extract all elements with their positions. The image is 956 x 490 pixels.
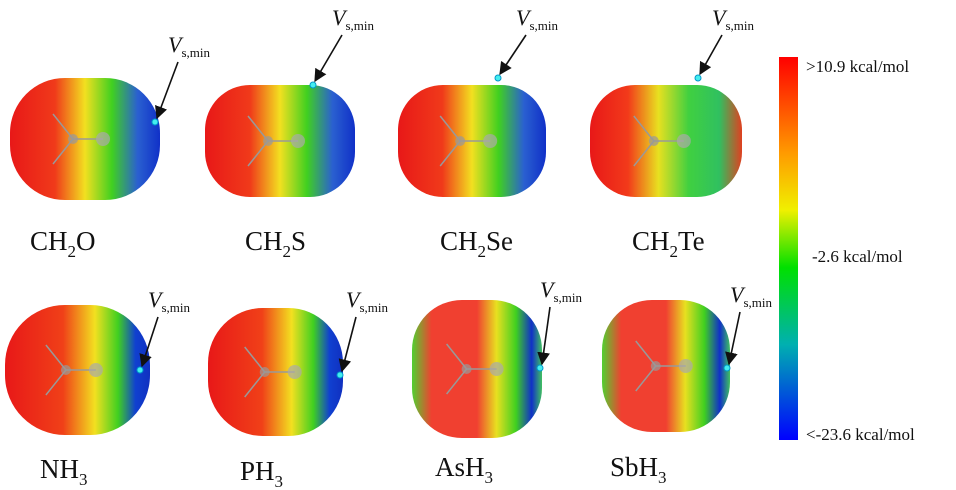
colorbar [779,57,798,440]
molecule: CH2O Vs,min [10,32,210,261]
formula-part: NH [40,454,79,484]
colorbar-top-label: >10.9 kcal/mol [806,57,909,76]
vs-min-annotation: Vs,min [516,5,558,33]
subscript: s,min [359,300,388,315]
atom [455,136,465,146]
molecule: AsH3 Vs,min [412,277,582,487]
arrow [500,35,526,74]
molecule-label: CH2O [30,226,96,261]
subscript: 3 [658,468,667,487]
vs-min-point [310,82,316,88]
atom [462,364,472,374]
molecule-label: AsH3 [435,452,493,487]
colorbar-bottom-label: <-23.6 kcal/mol [806,425,915,444]
subscript: 2 [68,242,77,261]
vs-min-annotation: Vs,min [346,287,388,315]
molecule-label: NH3 [40,454,88,489]
formula-part: S [291,226,306,256]
atom [288,365,302,379]
molecule-label: SbH3 [610,452,667,487]
vs-min-point [724,365,730,371]
subscript: s,min [161,300,190,315]
subscript: s,min [553,290,582,305]
subscript: 2 [283,242,292,261]
vs-min-point [152,119,158,125]
formula-part: AsH [435,452,485,482]
molecule-label: PH3 [240,456,283,490]
atom [679,359,693,373]
subscript: s,min [529,18,558,33]
subscript: 2 [670,242,679,261]
subscript: s,min [181,45,210,60]
formula-part: SbH [610,452,658,482]
atom [68,134,78,144]
subscript: s,min [725,18,754,33]
atom [490,362,504,376]
atom [483,134,497,148]
atom [263,136,273,146]
arrow [729,312,740,364]
molecule-label: CH2Te [632,226,705,261]
arrow [542,307,550,364]
formula-part: Te [678,226,705,256]
atom [96,132,110,146]
molecule-label: CH2Se [440,226,513,261]
subscript: s,min [743,295,772,310]
vs-min-annotation: Vs,min [148,287,190,315]
atom [649,136,659,146]
vs-min-point [537,365,543,371]
subscript: 3 [275,472,284,490]
formula-part: CH [30,226,68,256]
molecule: NH3 Vs,min [5,287,190,489]
molecule-label: CH2S [245,226,306,261]
subscript: 2 [478,242,487,261]
page: {"molecules": [ {"label": ["CH", "2", "O… [0,0,956,490]
subscript: s,min [345,18,374,33]
molecule: CH2S Vs,min [205,5,374,261]
atom [651,361,661,371]
arrow [157,62,178,118]
vs-min-annotation: Vs,min [168,32,210,60]
formula-part: O [76,226,96,256]
vs-min-annotation: Vs,min [730,282,772,310]
atom [89,363,103,377]
vs-min-point [337,372,343,378]
arrow [700,35,722,74]
atom [260,367,270,377]
formula-part: Se [486,226,513,256]
formula-part: CH [245,226,283,256]
vs-min-point [495,75,501,81]
vs-min-point [137,367,143,373]
vs-min-annotation: Vs,min [332,5,374,33]
vs-min-annotation: Vs,min [540,277,582,305]
subscript: 3 [79,470,88,489]
colorbar-middle-label: -2.6 kcal/mol [812,247,903,266]
formula-part: PH [240,456,275,486]
molecule: CH2Te Vs,min [590,5,754,261]
atom [677,134,691,148]
molecule: CH2Se Vs,min [398,5,558,261]
molecule: SbH3 Vs,min [602,282,772,487]
subscript: 3 [485,468,494,487]
figure: >10.9 kcal/mol -2.6 kcal/mol <-23.6 kcal… [0,0,956,490]
arrow [315,35,342,81]
atom [291,134,305,148]
formula-part: CH [440,226,478,256]
atom [61,365,71,375]
arrow [342,317,356,371]
molecule: PH3 Vs,min [208,287,388,490]
vs-min-annotation: Vs,min [712,5,754,33]
formula-part: CH [632,226,670,256]
vs-min-point [695,75,701,81]
